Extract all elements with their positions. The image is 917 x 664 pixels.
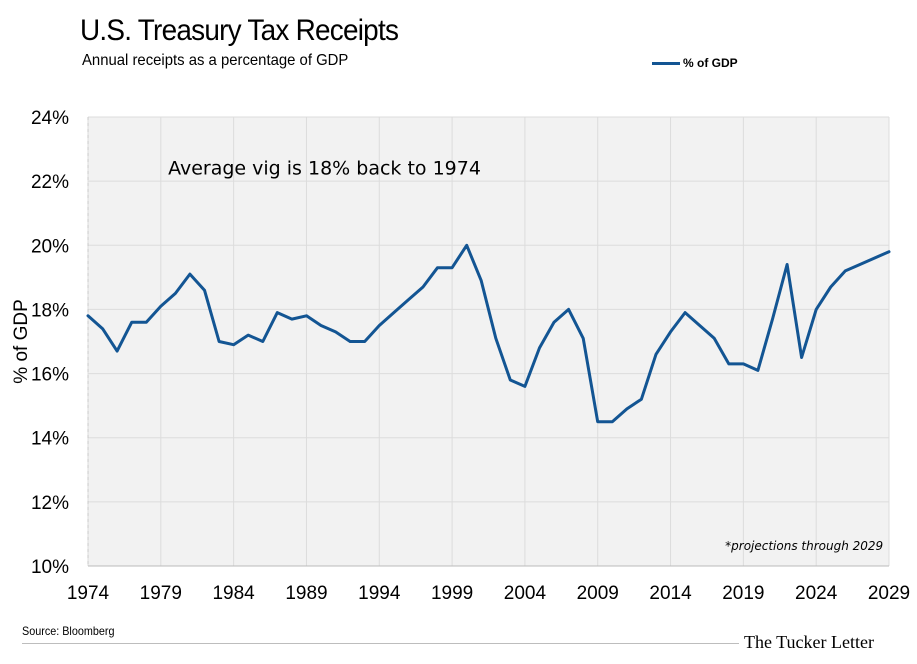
line-chart: 10% 12% 14% 16% 18% 20% 22% 24% 1974 1979 1984 1989…: [11, 108, 910, 604]
x-tick-label: 1989: [285, 583, 327, 604]
x-tick-label: 1974: [67, 583, 110, 604]
series-line: [86, 243, 891, 424]
chart-subtitle: Annual receipts as a percentage of GDP: [82, 52, 349, 69]
chart-title: U.S. Treasury Tax Receipts: [80, 14, 399, 47]
y-tick-label: 10%: [31, 557, 69, 578]
y-tick-label: 16%: [31, 365, 69, 386]
plot-area: [88, 117, 889, 566]
x-tick-label: 2014: [649, 583, 692, 604]
x-tick-label: 1979: [140, 583, 182, 604]
brand-name: The Tucker Letter: [744, 632, 874, 652]
x-tick-label: 2024: [795, 583, 838, 604]
y-tick-label: 20%: [31, 236, 69, 257]
annotation-projections: *projections through 2029: [725, 539, 883, 553]
y-tick-label: 24%: [31, 108, 69, 129]
x-tick-label: 1984: [212, 583, 255, 604]
y-tick-label: 14%: [31, 429, 69, 450]
x-tick-label: 2029: [868, 583, 910, 604]
x-tick-label: 1999: [431, 583, 473, 604]
x-tick-label: 2019: [722, 583, 764, 604]
y-tick-label: 18%: [31, 300, 69, 321]
chart-legend: % of GDP: [652, 56, 738, 70]
legend-label: % of GDP: [683, 56, 738, 70]
x-tick-label: 2004: [504, 583, 547, 604]
footer-divider: [22, 643, 739, 644]
legend-swatch: [652, 61, 680, 65]
y-axis-label: % of GDP: [11, 299, 32, 383]
annotation-average: Average vig is 18% back to 1974: [168, 158, 481, 180]
y-tick-label: 22%: [31, 172, 69, 193]
y-tick-label: 12%: [31, 493, 69, 514]
source-note: Source: Bloomberg: [22, 624, 115, 638]
x-tick-label: 2009: [577, 583, 619, 604]
x-tick-label: 1994: [358, 583, 401, 604]
